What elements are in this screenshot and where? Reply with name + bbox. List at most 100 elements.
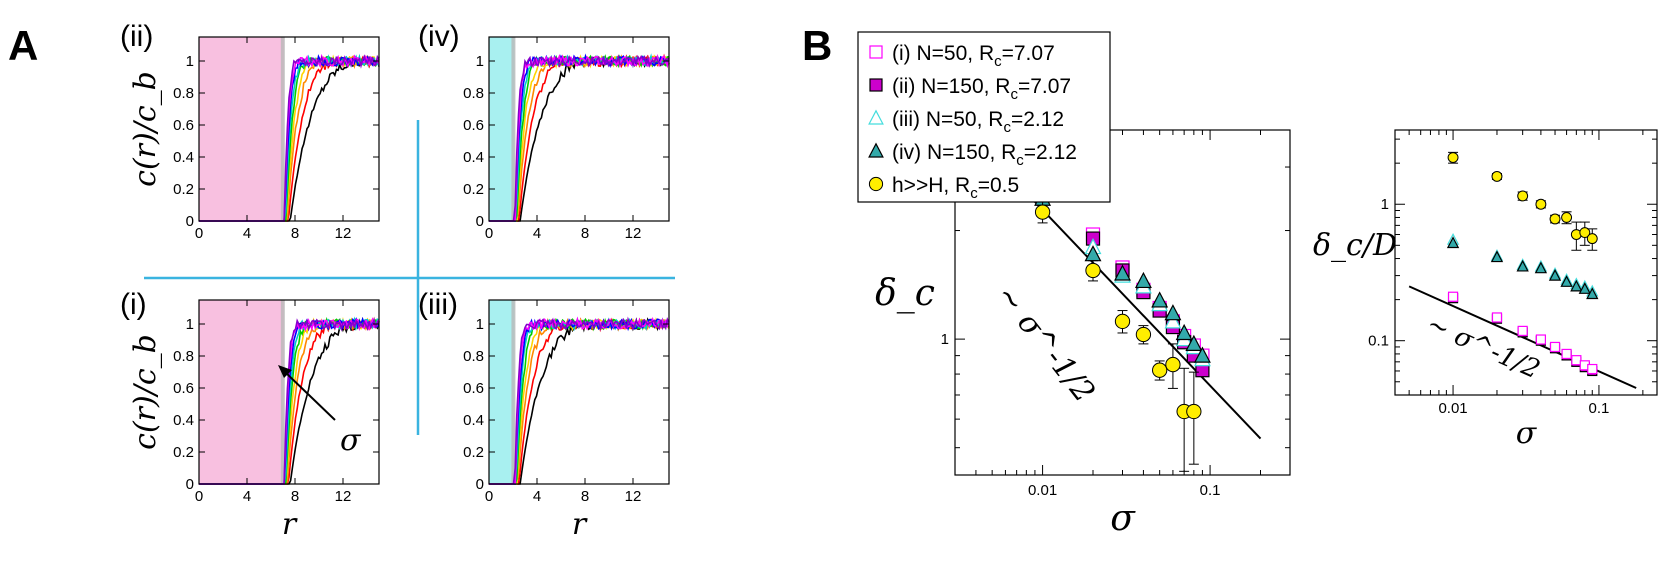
data-point-s1	[1491, 312, 1503, 323]
data-point-s3	[1185, 334, 1203, 351]
y-axis-label: δ_c/D	[1313, 228, 1397, 263]
data-point-s3	[1446, 236, 1460, 249]
y-tick-label: 0.8	[173, 348, 194, 365]
data-point-s4	[1447, 152, 1459, 163]
plot-frame	[488, 299, 670, 485]
x-tick-label: 4	[533, 488, 541, 505]
legend-text: (iii) N=50, R	[892, 108, 1003, 131]
data-point-s4	[1586, 233, 1598, 245]
data-point-s4	[1549, 213, 1561, 225]
x-tick-label: 0.1	[1589, 400, 1610, 417]
y-tick-label: 0.4	[173, 412, 194, 429]
data-point-s4	[1034, 204, 1051, 220]
data-point-s3	[1193, 346, 1211, 363]
profile-curve-8	[489, 54, 670, 222]
data-point-s3	[1134, 271, 1152, 289]
subplot-b-inset: 0.01 0.10.11~ σ^-1/2σδ_c/D	[1313, 129, 1658, 451]
boundary-band	[280, 37, 285, 221]
legend-entry-0: (i) N=50, Rc=7.07	[892, 42, 1055, 70]
x-tick-label: 0.01	[1028, 482, 1057, 499]
legend-text: (i) N=50, R	[892, 42, 994, 65]
x-tick-label: 0.01	[1438, 400, 1467, 417]
legend-value: =2.12	[1024, 141, 1077, 164]
data-point-s4	[1491, 170, 1503, 182]
legend-subscript: c	[1016, 152, 1024, 169]
x-tick-label: 12	[335, 488, 352, 505]
subplot-label: (i)	[120, 288, 147, 321]
excluded-region	[199, 300, 284, 484]
legend-text: (iv) N=150, R	[892, 141, 1016, 164]
subplot-label: (iii)	[418, 288, 458, 321]
y-tick-label: 0	[186, 213, 194, 230]
y-tick-label: 0.2	[463, 181, 484, 198]
y-tick-label: 0.1	[1368, 333, 1389, 350]
data-point-s4	[1535, 198, 1547, 210]
data-point-s3	[1586, 287, 1599, 300]
data-point-s4	[1517, 190, 1529, 202]
x-axis-label: σ	[1516, 416, 1538, 451]
data-point-s3	[1164, 304, 1182, 321]
y-tick-label: 1	[476, 316, 484, 333]
legend-subscript: c	[994, 53, 1002, 70]
y-tick-label: 1	[186, 53, 194, 70]
data-point-s3	[1570, 279, 1583, 292]
x-tick-label: 8	[581, 488, 589, 505]
legend-value: =7.07	[1018, 75, 1071, 98]
plot-frame	[1394, 129, 1658, 396]
x-tick-label: 8	[291, 488, 299, 505]
subplot-label: (iv)	[418, 20, 460, 53]
sigma-arrow	[284, 371, 336, 421]
data-point-s4	[1152, 362, 1168, 378]
profile-curve-8	[489, 316, 670, 485]
data-point-s1	[1587, 363, 1598, 375]
sigma-arrowhead	[278, 365, 292, 378]
x-tick-label: 12	[625, 225, 642, 242]
y-tick-label: 0.4	[463, 149, 484, 166]
legend-marker-2	[868, 109, 884, 125]
data-point-s4	[1561, 212, 1573, 223]
data-point-s4	[1186, 403, 1202, 420]
y-tick-label: 0.6	[173, 117, 194, 134]
legend-text: (ii) N=150, R	[892, 75, 1010, 98]
data-point-s3	[1516, 259, 1529, 272]
y-tick-label: 0.6	[463, 380, 484, 397]
data-point-s1	[1571, 355, 1582, 366]
subplot-i: 0 4 8 12 0 0.2 0.4 0.6 0.8 1 (i) c(r)/c_br σ	[120, 288, 380, 542]
subplot-iv: 0 4 8 12 0 0.2 0.4 0.6 0.8 1 (iv)	[418, 20, 670, 242]
data-point-s4	[1135, 326, 1152, 343]
legend-entry-2: (iii) N=50, Rc=2.12	[892, 108, 1064, 136]
boundary-band	[511, 300, 516, 484]
y-tick-label: 1	[1381, 196, 1389, 213]
legend-marker-4	[868, 176, 884, 192]
x-tick-label: 4	[243, 225, 251, 242]
data-point-s3	[1548, 268, 1562, 281]
x-tick-label: 12	[625, 488, 642, 505]
data-point-s4	[1165, 356, 1181, 373]
legend-entry-4: h>>H, Rc=0.5	[892, 174, 1019, 202]
x-axis-label: r	[282, 507, 298, 542]
x-tick-label: 8	[581, 225, 589, 242]
legend-value: =2.12	[1011, 108, 1064, 131]
data-point-s3	[1114, 264, 1131, 281]
legend-box	[857, 31, 1111, 203]
subplot-label: (ii)	[120, 20, 153, 53]
y-tick-label: 0.8	[463, 85, 484, 102]
subplot-iii: 0 4 8 12 0 0.2 0.4 0.6 0.8 1 (iii) r	[418, 288, 670, 542]
plot-frame	[488, 36, 670, 222]
legend: (i) N=50, Rc=7.07(ii) N=150, Rc=7.07(iii…	[857, 31, 1111, 203]
plot-frame	[198, 36, 380, 222]
boundary-band	[280, 300, 285, 484]
data-point-s3	[1151, 291, 1169, 308]
legend-value: =7.07	[1002, 42, 1055, 65]
excluded-region	[489, 37, 515, 221]
y-tick-label: 0	[476, 213, 484, 230]
x-axis-label: σ	[1110, 498, 1136, 539]
excluded-region	[489, 300, 515, 484]
x-tick-label: 4	[533, 225, 541, 242]
data-point-s4	[1579, 227, 1591, 239]
plot-frame	[198, 299, 380, 485]
x-tick-label: 0	[485, 488, 493, 505]
data-point-s4	[1085, 262, 1101, 279]
y-tick-label: 1	[941, 331, 949, 348]
